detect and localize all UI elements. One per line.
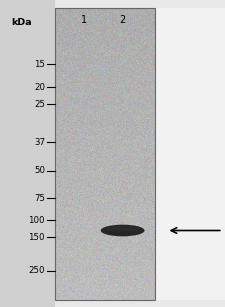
Bar <box>155 8 225 300</box>
Text: 100: 100 <box>29 216 45 225</box>
Text: 15: 15 <box>34 60 45 68</box>
Text: 50: 50 <box>34 166 45 175</box>
Text: 37: 37 <box>34 138 45 147</box>
Text: 2: 2 <box>119 15 126 25</box>
Ellipse shape <box>101 225 144 236</box>
Text: 25: 25 <box>34 100 45 109</box>
Bar <box>0 0 55 307</box>
Text: 250: 250 <box>29 266 45 275</box>
Text: 150: 150 <box>29 233 45 242</box>
Text: kDa: kDa <box>12 18 32 27</box>
Text: 20: 20 <box>34 83 45 92</box>
Text: 1: 1 <box>81 15 88 25</box>
Text: 75: 75 <box>34 194 45 203</box>
Bar <box>55 8 155 300</box>
Ellipse shape <box>105 226 140 231</box>
